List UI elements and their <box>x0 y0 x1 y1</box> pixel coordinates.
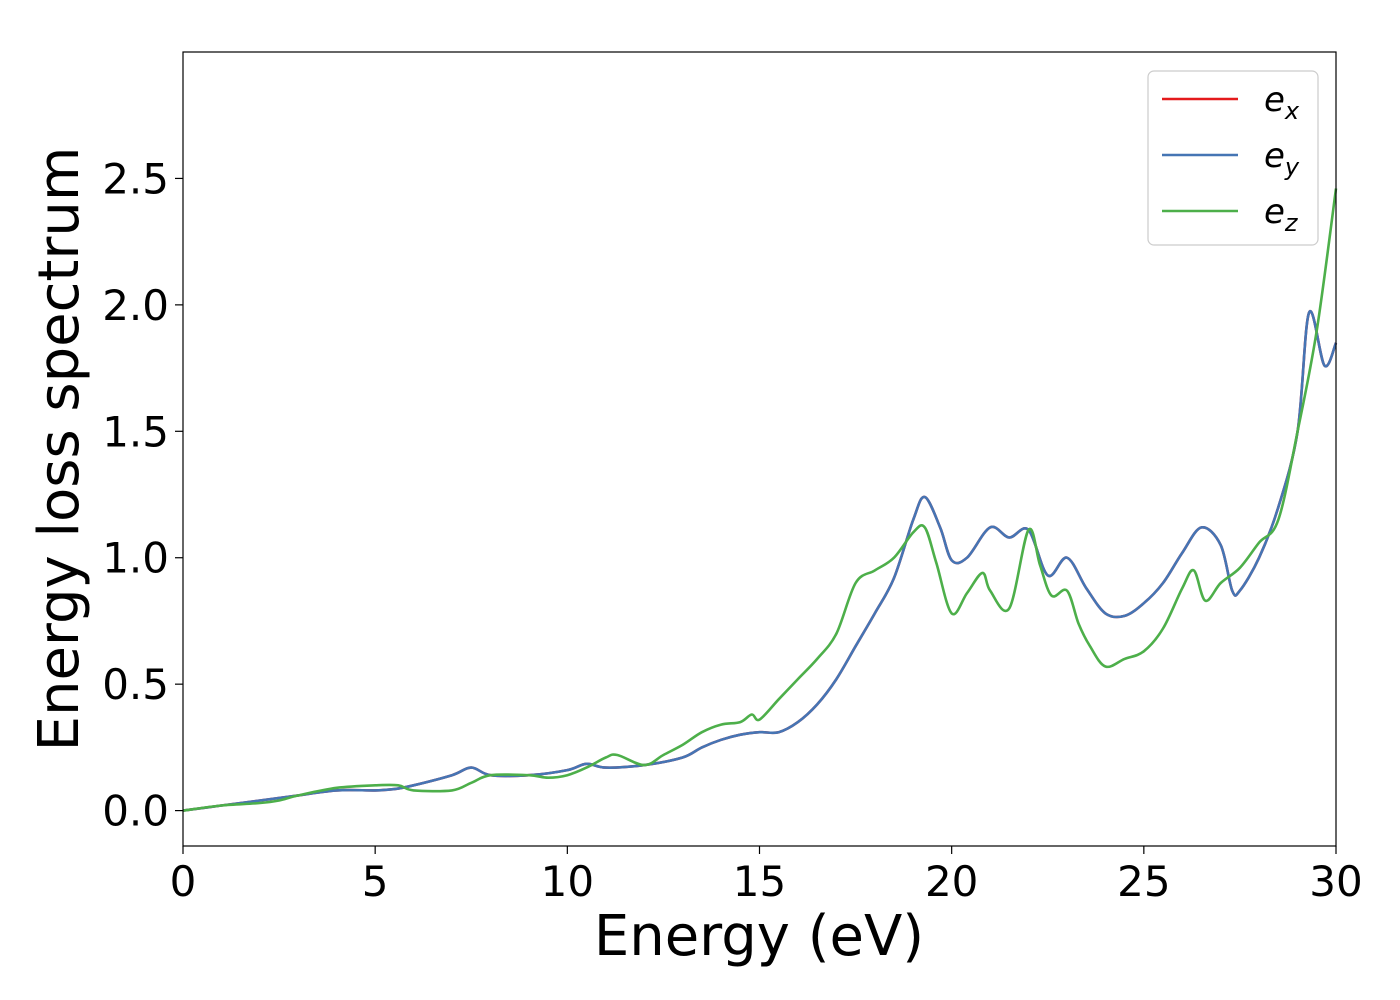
y-tick-label: 0.5 <box>102 660 169 709</box>
y-tick-label: 1.5 <box>102 407 169 456</box>
x-tick-label: 0 <box>170 857 197 906</box>
series-layer <box>182 188 1338 812</box>
legend-box <box>1147 70 1319 246</box>
x-tick-label: 15 <box>733 857 786 906</box>
y-tick-label: 1.0 <box>102 534 169 583</box>
legend-label-ey: ey <box>1264 136 1300 181</box>
series-line-ey <box>182 309 1338 812</box>
y-tick-label: 2.0 <box>102 281 169 330</box>
legend-label-ex: ex <box>1264 80 1300 125</box>
legend: ex ey ez <box>1147 70 1319 246</box>
x-tick-label: 10 <box>541 857 594 906</box>
y-tick-label: 2.5 <box>102 154 169 203</box>
x-tick-label: 30 <box>1309 857 1362 906</box>
x-tick-label: 5 <box>362 857 389 906</box>
legend-label-ez: ez <box>1264 192 1299 237</box>
x-tick-label: 20 <box>925 857 978 906</box>
y-axis: 0.0 0.5 1.0 1.5 2.0 2.5 <box>102 154 183 836</box>
x-axis: 0 5 10 15 20 25 30 <box>170 846 1363 906</box>
y-tick-label: 0.0 <box>102 787 169 836</box>
series-line-ez <box>182 188 1338 812</box>
x-axis-title: Energy (eV) <box>594 904 924 969</box>
y-axis-title: Energy loss spectrum <box>27 147 92 752</box>
x-tick-label: 25 <box>1117 857 1170 906</box>
